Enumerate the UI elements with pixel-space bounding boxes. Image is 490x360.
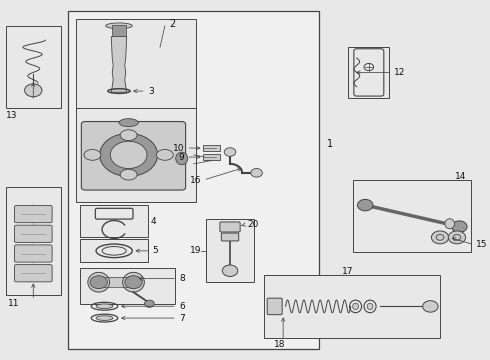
Circle shape: [452, 221, 467, 232]
Ellipse shape: [119, 119, 138, 127]
FancyBboxPatch shape: [80, 205, 148, 237]
Circle shape: [251, 168, 262, 177]
Polygon shape: [203, 154, 220, 160]
Polygon shape: [111, 37, 127, 92]
Text: 9: 9: [178, 153, 184, 162]
Circle shape: [110, 141, 147, 168]
FancyBboxPatch shape: [68, 12, 319, 348]
FancyBboxPatch shape: [206, 220, 254, 282]
Text: 20: 20: [247, 220, 258, 229]
FancyBboxPatch shape: [81, 122, 186, 190]
FancyBboxPatch shape: [98, 277, 134, 287]
Text: 17: 17: [343, 267, 354, 276]
FancyBboxPatch shape: [267, 298, 282, 315]
Circle shape: [90, 276, 107, 289]
Text: 15: 15: [476, 240, 488, 249]
Text: 16: 16: [190, 176, 201, 185]
Text: 12: 12: [394, 68, 406, 77]
FancyBboxPatch shape: [75, 19, 196, 108]
Circle shape: [224, 148, 236, 156]
Text: 10: 10: [172, 144, 184, 153]
FancyBboxPatch shape: [348, 47, 390, 98]
FancyBboxPatch shape: [5, 26, 61, 108]
Circle shape: [125, 276, 142, 289]
Ellipse shape: [120, 169, 137, 180]
Circle shape: [431, 231, 449, 244]
Ellipse shape: [88, 273, 110, 292]
Ellipse shape: [353, 303, 359, 310]
FancyBboxPatch shape: [264, 275, 440, 338]
Circle shape: [358, 199, 373, 211]
Text: 7: 7: [179, 314, 185, 323]
Circle shape: [24, 84, 42, 97]
FancyBboxPatch shape: [220, 222, 240, 232]
Text: 1: 1: [327, 139, 333, 149]
FancyBboxPatch shape: [5, 187, 61, 295]
FancyBboxPatch shape: [75, 108, 196, 202]
Circle shape: [99, 134, 158, 176]
Ellipse shape: [120, 130, 137, 140]
FancyBboxPatch shape: [221, 233, 239, 241]
FancyBboxPatch shape: [112, 25, 126, 37]
Text: 14: 14: [455, 172, 466, 181]
Polygon shape: [203, 145, 220, 151]
Circle shape: [423, 301, 438, 312]
Ellipse shape: [84, 149, 101, 160]
Ellipse shape: [367, 303, 373, 310]
Ellipse shape: [96, 304, 113, 309]
Text: 19: 19: [190, 246, 201, 255]
FancyBboxPatch shape: [80, 239, 148, 262]
FancyBboxPatch shape: [14, 245, 52, 262]
FancyBboxPatch shape: [14, 225, 52, 242]
Ellipse shape: [445, 219, 455, 229]
Ellipse shape: [106, 23, 132, 29]
Text: 6: 6: [179, 302, 185, 311]
Text: 2: 2: [170, 19, 176, 29]
Text: 13: 13: [5, 111, 17, 120]
Circle shape: [145, 300, 154, 307]
Text: 3: 3: [148, 86, 154, 95]
Text: 18: 18: [273, 341, 285, 350]
FancyBboxPatch shape: [14, 265, 52, 282]
Ellipse shape: [122, 273, 145, 292]
FancyBboxPatch shape: [80, 268, 174, 304]
Text: 5: 5: [153, 246, 159, 255]
Text: 4: 4: [150, 217, 156, 226]
Circle shape: [222, 265, 238, 276]
Text: 11: 11: [8, 299, 20, 308]
Ellipse shape: [176, 152, 188, 165]
Ellipse shape: [96, 316, 113, 320]
FancyBboxPatch shape: [14, 206, 52, 223]
Text: 8: 8: [179, 274, 185, 283]
Ellipse shape: [156, 149, 173, 160]
FancyBboxPatch shape: [353, 180, 471, 252]
Circle shape: [448, 231, 466, 244]
